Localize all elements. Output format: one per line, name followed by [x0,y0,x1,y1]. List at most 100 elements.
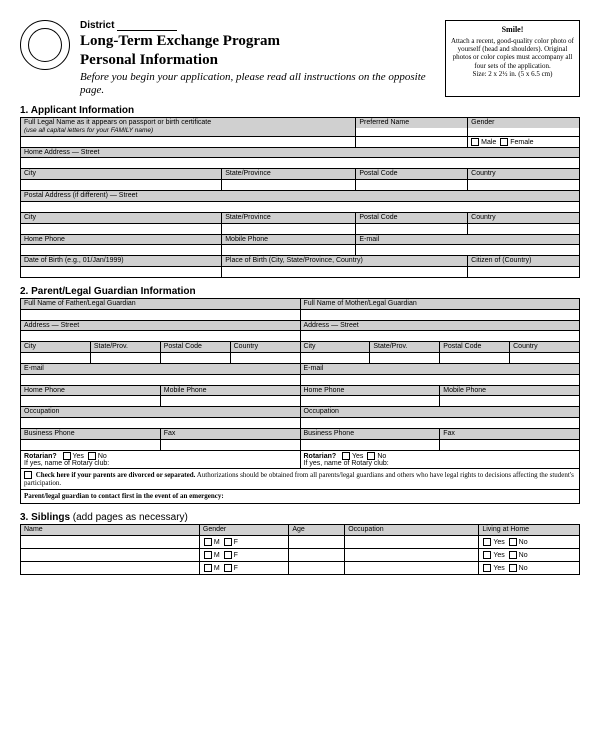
parent-table: Full Name of Father/Legal Guardian Full … [20,298,580,504]
citizen-field[interactable] [468,267,579,277]
divorce-checkbox[interactable] [24,471,32,479]
f-rotarian-yes[interactable] [63,452,71,460]
m-email-field[interactable] [301,375,580,385]
preferred-name-label: Preferred Name [356,118,467,128]
full-name-field[interactable] [21,137,355,147]
rotary-logo [20,20,72,72]
state-field[interactable] [222,180,355,190]
m-hphone-label: Home Phone [301,386,440,396]
m-country-field[interactable] [510,353,579,363]
m-mphone-field[interactable] [440,396,579,406]
f-city-label: City [21,342,90,352]
sib3-age[interactable] [289,562,344,573]
mother-addr-label: Address — Street [301,321,580,331]
sib1-occ[interactable] [345,536,478,547]
m-bphone-field[interactable] [301,440,440,450]
postal2-field[interactable] [356,224,467,234]
m-rotary-club-label: If yes, name of Rotary club: [304,460,389,467]
sib2-age[interactable] [289,549,344,560]
m-rotarian-no[interactable] [367,452,375,460]
mother-addr-field[interactable] [301,331,580,341]
f-bphone-field[interactable] [21,440,160,450]
m-fax-field[interactable] [440,440,579,450]
m-bphone-label: Business Phone [301,429,440,439]
f-email-field[interactable] [21,375,300,385]
f-country-field[interactable] [231,353,300,363]
sib2-f[interactable] [224,551,232,559]
sib1-f[interactable] [224,538,232,546]
m-state-field[interactable] [370,353,439,363]
m-state-label: State/Prov. [370,342,439,352]
sib1-no[interactable] [509,538,517,546]
sib2-name[interactable] [21,549,199,560]
photo-title: Smile! [450,25,575,35]
father-addr-field[interactable] [21,331,300,341]
f-postal-field[interactable] [161,353,230,363]
postal2-label: Postal Code [356,213,467,223]
sib1-age[interactable] [289,536,344,547]
sib3-m[interactable] [204,564,212,572]
m-postal-field[interactable] [440,353,509,363]
emergency-contact-note: Parent/legal guardian to contact first i… [21,490,579,502]
f-hphone-field[interactable] [21,396,160,406]
m-occ-field[interactable] [301,418,580,428]
email-label: E-mail [356,235,579,245]
city-field[interactable] [21,180,221,190]
m-hphone-field[interactable] [301,396,440,406]
female-checkbox[interactable] [500,138,508,146]
header: District Long-Term Exchange Program Pers… [20,20,580,97]
sib1-name[interactable] [21,536,199,547]
sib-occ-label: Occupation [345,525,478,535]
full-name-label: Full Legal Name as it appears on passpor… [24,119,211,126]
section-3-heading: 3. Siblings (add pages as necessary) [20,512,580,523]
f-city-field[interactable] [21,353,90,363]
postal-addr-label: Postal Address (if different) — Street [21,191,579,201]
sib3-occ[interactable] [345,562,478,573]
sib1-yes[interactable] [483,538,491,546]
sib2-no[interactable] [509,551,517,559]
postal-field[interactable] [356,180,467,190]
dob-field[interactable] [21,267,221,277]
f-fax-field[interactable] [161,440,300,450]
m-city-field[interactable] [301,353,370,363]
f-state-label: State/Prov. [91,342,160,352]
sib3-name[interactable] [21,562,199,573]
f-rotarian-row: Rotarian? Yes NoIf yes, name of Rotary c… [21,451,300,468]
father-field[interactable] [21,310,300,320]
gender-field[interactable]: Male Female [468,137,579,147]
father-addr-label: Address — Street [21,321,300,331]
state2-field[interactable] [222,224,355,234]
home-street-field[interactable] [21,158,579,168]
sib3-yes[interactable] [483,564,491,572]
mobile-field[interactable] [222,245,355,255]
m-city-label: City [301,342,370,352]
sib-name-label: Name [21,525,199,535]
photo-size: Size: 2 x 2½ in. (5 x 6.5 cm) [450,70,575,78]
preferred-name-field[interactable] [356,137,467,147]
country-field[interactable] [468,180,579,190]
f-mphone-field[interactable] [161,396,300,406]
postal-addr-field[interactable] [21,202,579,212]
sib2-yes[interactable] [483,551,491,559]
home-phone-field[interactable] [21,245,221,255]
email-field[interactable] [356,245,579,255]
f-occ-field[interactable] [21,418,300,428]
sib3-no[interactable] [509,564,517,572]
city2-field[interactable] [21,224,221,234]
state-label: State/Province [222,169,355,179]
district-label: District [80,20,437,31]
country2-field[interactable] [468,224,579,234]
f-state-field[interactable] [91,353,160,363]
sib2-occ[interactable] [345,549,478,560]
f-bphone-label: Business Phone [21,429,160,439]
m-occ-label: Occupation [301,407,580,417]
mother-field[interactable] [301,310,580,320]
sib3-f[interactable] [224,564,232,572]
sib1-m[interactable] [204,538,212,546]
m-rotarian-yes[interactable] [342,452,350,460]
m-country-label: Country [510,342,579,352]
f-rotarian-no[interactable] [88,452,96,460]
pob-field[interactable] [222,267,467,277]
male-checkbox[interactable] [471,138,479,146]
sib2-m[interactable] [204,551,212,559]
